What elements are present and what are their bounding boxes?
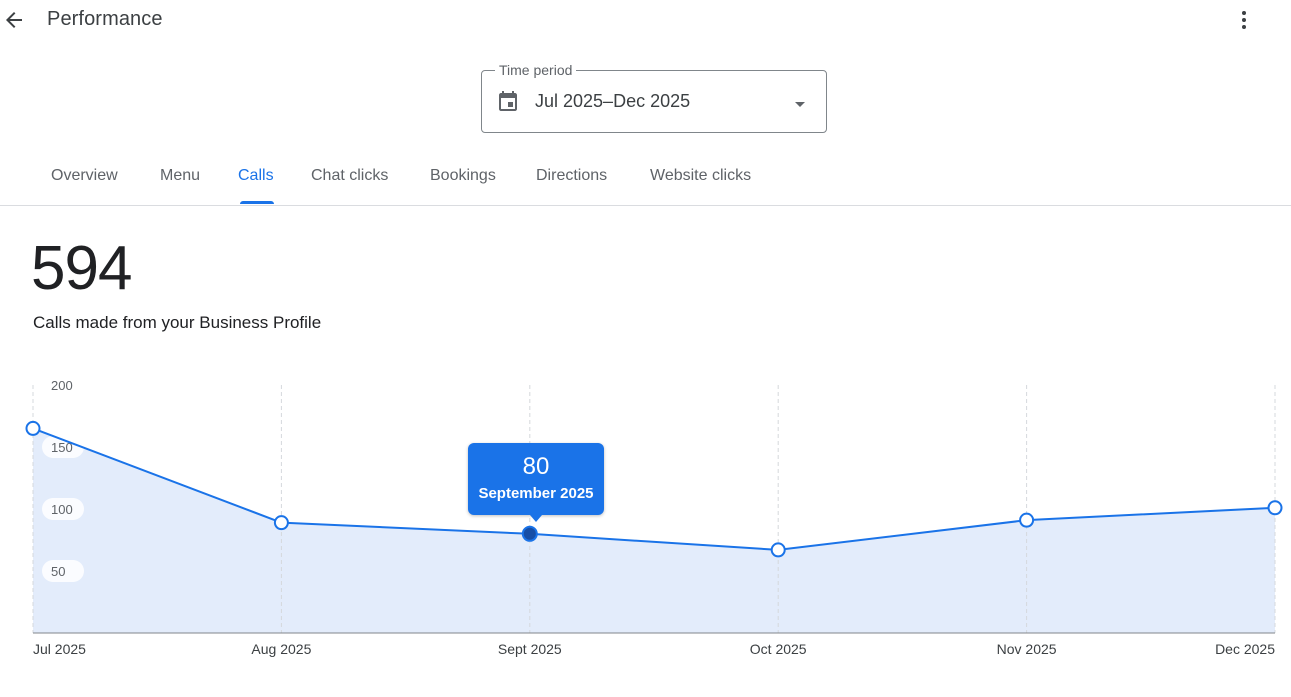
tab-directions[interactable]: Directions bbox=[536, 167, 608, 184]
tab-chat-clicks[interactable]: Chat clicks bbox=[311, 167, 389, 184]
tooltip-value: 80 bbox=[522, 453, 550, 480]
calendar-icon bbox=[499, 91, 517, 111]
tooltip-label: September 2025 bbox=[478, 485, 594, 502]
tab-menu[interactable]: Menu bbox=[160, 167, 201, 184]
x-tick-label: Oct 2025 bbox=[750, 641, 807, 657]
y-tick-label: 150 bbox=[51, 440, 73, 455]
tab-bookings[interactable]: Bookings bbox=[430, 167, 496, 184]
y-tick-background bbox=[42, 498, 84, 520]
y-tick-background bbox=[42, 560, 84, 582]
active-tab-indicator bbox=[240, 201, 274, 204]
tab-website-clicks[interactable]: Website clicks bbox=[650, 167, 752, 184]
page-title: Performance bbox=[47, 8, 163, 30]
x-tick-label: Jul 2025 bbox=[33, 641, 86, 657]
metric-total: 594 bbox=[31, 234, 132, 303]
y-tick-label: 200 bbox=[51, 378, 73, 393]
data-point bbox=[770, 542, 786, 558]
data-point bbox=[1019, 512, 1035, 528]
selected-data-point bbox=[521, 525, 538, 542]
y-tick-label: 50 bbox=[51, 564, 65, 579]
calls-chart: 200 150 100 50 Jul 2025 Aug 2025 Sept 2025 Oct … bbox=[25, 378, 1283, 657]
chart-area bbox=[33, 428, 1275, 633]
data-point bbox=[273, 515, 289, 531]
metric-description: Calls made from your Business Profile bbox=[33, 313, 322, 332]
x-tick-label: Dec 2025 bbox=[1215, 641, 1275, 657]
x-tick-label: Sept 2025 bbox=[498, 641, 562, 657]
data-point bbox=[1267, 500, 1283, 516]
y-tick-label: 100 bbox=[51, 502, 73, 517]
time-period-label: Time period bbox=[495, 62, 577, 78]
arrow-drop-down-icon bbox=[795, 102, 805, 107]
data-point bbox=[25, 420, 41, 436]
back-button[interactable] bbox=[0, 6, 28, 34]
more-options-button[interactable] bbox=[1230, 6, 1258, 34]
y-tick-background bbox=[42, 436, 84, 458]
metric-tabs: Overview Menu Calls Chat clicks Bookings… bbox=[0, 155, 1291, 206]
more-vert-icon bbox=[1242, 11, 1246, 29]
time-period-select[interactable]: Time period Jul 2025–Dec 2025 bbox=[481, 62, 827, 133]
arrow-back-icon bbox=[6, 12, 22, 28]
series-line bbox=[32, 427, 1276, 551]
chart-tooltip: 80 September 2025 bbox=[468, 443, 604, 522]
time-period-value: Jul 2025–Dec 2025 bbox=[535, 91, 691, 111]
x-tick-label: Nov 2025 bbox=[997, 641, 1057, 657]
x-tick-label: Aug 2025 bbox=[251, 641, 311, 657]
tab-overview[interactable]: Overview bbox=[51, 167, 118, 184]
tab-calls[interactable]: Calls bbox=[238, 167, 274, 184]
